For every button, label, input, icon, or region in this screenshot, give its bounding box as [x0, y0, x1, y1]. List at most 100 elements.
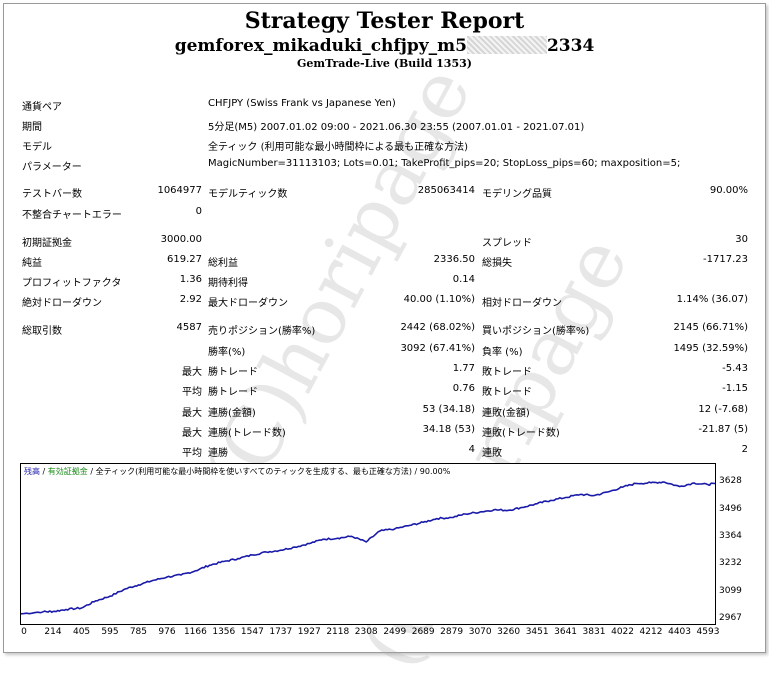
x-tick-label: 4403: [668, 627, 691, 637]
long-label: 買いポジション(勝率%): [482, 326, 590, 337]
avg-prefix: 平均: [182, 387, 202, 398]
x-tick-label: 3831: [582, 627, 606, 637]
avg-win-label: 勝トレード: [208, 387, 258, 398]
x-tick-label: 595: [101, 627, 119, 637]
long-value: 2145 (66.71%): [673, 322, 748, 333]
avg-consec-losses-label: 連敗: [482, 448, 502, 459]
bars-label: テストバー数: [22, 189, 82, 200]
y-tick-label: 2967: [719, 613, 742, 623]
redaction: [466, 36, 547, 54]
x-tick-label: 2879: [440, 627, 464, 637]
rel-dd-label: 相対ドローダウン: [482, 298, 562, 309]
chart-legend: 残高 / 有効証拠金 / 全ティック(利用可能な最小時間枠を使いすべてのティック…: [24, 466, 450, 477]
consec-losses-money-label: 連敗(金額): [482, 408, 530, 419]
params-label: パラメーター: [22, 162, 82, 173]
ticks-value: 285063414: [417, 185, 475, 196]
gross-loss-label: 総損失: [482, 258, 512, 269]
x-tick-label: 1166: [183, 627, 207, 637]
gross-profit-value: 2336.50: [433, 254, 475, 265]
ea-name: gemforex_mikaduki_chfjpy_m5 2334: [0, 36, 769, 56]
consec-losses-count-label: 連敗(トレード数): [482, 428, 560, 439]
y-tick-label: 3364: [719, 530, 742, 541]
rel-dd-value: 1.14% (36.07): [676, 294, 748, 305]
y-tick-label: 3628: [719, 476, 742, 487]
short-value: 2442 (68.02%): [400, 322, 475, 333]
max-prefix: 最大: [182, 367, 202, 378]
gross-profit-label: 総利益: [208, 258, 238, 269]
quality-value: 90.00%: [709, 185, 748, 196]
balance-line: [20, 481, 716, 615]
expected-label: 期待利得: [208, 278, 248, 289]
avg-loss-label: 敗トレード: [482, 387, 532, 398]
gross-loss-value: -1717.23: [703, 254, 748, 265]
net-value: 619.27: [167, 254, 202, 265]
x-tick-label: 785: [129, 627, 147, 637]
x-tick-label: 1927: [297, 627, 321, 637]
largest-win-value: 1.77: [452, 363, 475, 374]
avg-consec-losses-value: 2: [741, 444, 748, 455]
legend-sep: /: [42, 467, 46, 476]
legend-equity: 有効証拠金: [47, 467, 88, 476]
legend-sep: /: [414, 467, 418, 476]
ticks-label: モデルティック数: [208, 189, 288, 200]
pair-value: CHFJPY (Swiss Frank vs Japanese Yen): [208, 98, 396, 109]
report-title: Strategy Tester Report: [244, 8, 525, 34]
avg-consec-wins-value: 4: [468, 444, 475, 455]
x-tick-label: 214: [44, 627, 62, 637]
deposit-label: 初期証拠金: [22, 238, 72, 249]
x-tick-label: 0: [21, 627, 27, 637]
total-trades-label: 総取引数: [22, 326, 62, 337]
legend-balance: 残高: [24, 467, 40, 476]
win-label: 勝率(%): [208, 347, 246, 358]
server-build: GemTrade-Live (Build 1353): [297, 57, 472, 70]
bars-value: 1064977: [157, 185, 202, 196]
x-tick-label: 4212: [639, 627, 663, 637]
x-tick-label: 405: [72, 627, 91, 637]
loss-value: 1495 (32.59%): [673, 343, 748, 354]
x-tick-label: 2308: [354, 627, 378, 637]
max-dd-value: 40.00 (1.10%): [403, 294, 475, 305]
avg-prefix: 平均: [182, 448, 202, 459]
max-prefix: 最大: [182, 408, 202, 419]
spread-value: 30: [735, 234, 748, 245]
largest-win-label: 勝トレード: [208, 367, 258, 378]
consec-wins-count-label: 連勝(トレード数): [208, 428, 286, 439]
consec-wins-count-value: 34.18 (53): [422, 424, 475, 435]
y-tick-label: 3099: [719, 585, 742, 596]
x-tick-label: 976: [158, 627, 176, 637]
largest-loss-value: -5.43: [722, 363, 748, 374]
period-label: 期間: [22, 122, 42, 133]
x-tick-label: 1547: [240, 627, 264, 637]
loss-label: 負率 (%): [482, 347, 523, 358]
mismatch-value: 0: [195, 206, 202, 217]
x-tick-label: 1737: [269, 627, 293, 637]
y-tick-label: 3232: [719, 558, 742, 569]
model-value: 全ティック (利用可能な最小時間枠による最も正確な方法): [208, 142, 469, 153]
params-value: MagicNumber=31113103; Lots=0.01; TakePro…: [208, 158, 681, 169]
pair-label: 通貨ペア: [22, 102, 62, 113]
consec-wins-money-value: 53 (34.18): [422, 404, 475, 415]
model-label: モデル: [22, 142, 52, 153]
avg-consec-wins-label: 連勝: [208, 448, 228, 459]
net-label: 純益: [22, 258, 42, 269]
x-tick-label: 4022: [611, 627, 635, 637]
avg-win-value: 0.76: [452, 383, 475, 394]
abs-dd-value: 2.92: [179, 294, 202, 305]
avg-loss-value: -1.15: [722, 383, 748, 394]
spread-label: スプレッド: [482, 238, 532, 249]
x-tick-label: 1356: [212, 627, 236, 637]
expected-value: 0.14: [452, 274, 475, 285]
mismatch-label: 不整合チャートエラー: [22, 210, 122, 221]
abs-dd-label: 絶対ドローダウン: [22, 298, 102, 309]
win-value: 3092 (67.41%): [400, 343, 475, 354]
x-tick-label: 3641: [554, 627, 578, 637]
legend-quality: 90.00%: [419, 467, 451, 476]
quality-label: モデリング品質: [482, 189, 552, 200]
y-tick-label: 3496: [719, 503, 742, 514]
max-dd-label: 最大ドローダウン: [208, 298, 288, 309]
ea-suffix: 2334: [546, 36, 595, 56]
pf-label: プロフィットファクタ: [22, 278, 122, 289]
x-tick-label: 2499: [383, 627, 407, 637]
x-tick-label: 3260: [497, 627, 521, 637]
legend-model: 全ティック(利用可能な最小時間枠を使いすべてのティックを生成する、最も正確な方法…: [95, 467, 412, 476]
